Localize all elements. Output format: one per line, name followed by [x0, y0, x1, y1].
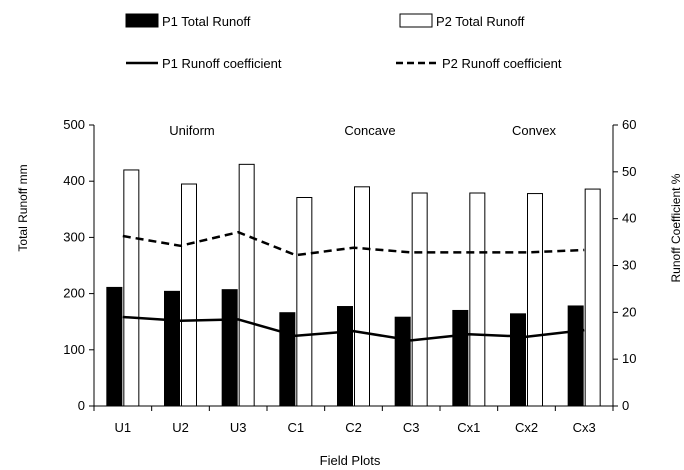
- bar-p2-total-runoff-u2: [181, 183, 197, 407]
- legend-swatch-p2-total-runoff: [399, 13, 433, 28]
- legend-label-p1-runoff-coefficient: P1 Runoff coefficient: [162, 56, 282, 71]
- bar-p2-total-runoff-c2: [354, 186, 370, 407]
- bar-p1-total-runoff-u3: [221, 289, 238, 407]
- y-right-tick-label-50: 50: [622, 164, 636, 179]
- legend: P1 Total Runoff P2 Total Runoff P1 Runof…: [125, 13, 562, 71]
- x-axis-title: Field Plots: [320, 453, 381, 468]
- bar-p1-total-runoff-c3: [394, 316, 411, 407]
- y-left-tick-label-100: 100: [63, 342, 85, 357]
- y-right-tick-label-0: 0: [622, 398, 629, 413]
- legend-label-p2-runoff-coefficient: P2 Runoff coefficient: [442, 56, 562, 71]
- legend-label-p1-total-runoff: P1 Total Runoff: [162, 14, 251, 29]
- bar-p2-total-runoff-c1: [296, 196, 313, 407]
- x-tick-label-c2: C2: [345, 420, 362, 435]
- line-p1-runoff-coefficient: [122, 315, 585, 342]
- x-tick-label-u3: U3: [230, 420, 247, 435]
- x-tick-label-c1: C1: [288, 420, 305, 435]
- y-left-tick-label-400: 400: [63, 173, 85, 188]
- y-right-tick-label-40: 40: [622, 211, 636, 226]
- group-label-convex: Convex: [512, 123, 557, 138]
- bar-p1-total-runoff-u1: [106, 286, 123, 407]
- y-right-tick-label-30: 30: [622, 258, 636, 273]
- x-tick-label-cx3: Cx3: [573, 420, 596, 435]
- y-right-tick-label-10: 10: [622, 351, 636, 366]
- x-tick-label-cx1: Cx1: [457, 420, 480, 435]
- line-p2-runoff-coefficient: [122, 230, 585, 257]
- bar-p1-total-runoff-cx2: [510, 313, 526, 407]
- bar-p2-total-runoff-c3: [411, 192, 428, 407]
- bar-p2-total-runoff-cx3: [584, 188, 601, 407]
- x-tick-label-cx2: Cx2: [515, 420, 538, 435]
- y-left-tick-label-0: 0: [78, 398, 85, 413]
- bar-p1-total-runoff-c1: [279, 312, 296, 407]
- bar-p2-total-runoff-u3: [238, 163, 255, 407]
- group-label-concave: Concave: [344, 123, 395, 138]
- group-label-uniform: Uniform: [169, 123, 215, 138]
- bar-p1-total-runoff-c2: [337, 306, 353, 407]
- legend-label-p2-total-runoff: P2 Total Runoff: [436, 14, 525, 29]
- legend-swatch-p1-total-runoff: [125, 13, 159, 28]
- y-right-tick-label-20: 20: [622, 304, 636, 319]
- bar-p2-total-runoff-cx1: [469, 192, 486, 407]
- y-axis-right-title: Runoff Coefficient %: [669, 173, 683, 282]
- y-left-tick-label-200: 200: [63, 286, 85, 301]
- y-left-tick-label-300: 300: [63, 229, 85, 244]
- line-layer: [122, 230, 585, 342]
- bar-layer: [106, 163, 601, 407]
- x-tick-label-u2: U2: [172, 420, 189, 435]
- bar-p1-total-runoff-u2: [164, 290, 180, 407]
- y-right-tick-label-60: 60: [622, 117, 636, 132]
- y-axis-left-title: Total Runoff mm: [16, 164, 30, 251]
- bar-p2-total-runoff-u1: [123, 169, 140, 407]
- x-tick-label-u1: U1: [115, 420, 132, 435]
- y-left-tick-label-500: 500: [63, 117, 85, 132]
- axes-layer: 0 100 200 300 400 500 0 10 20 30 40 50 60 U1 U2 U3 C1 C2 C…: [63, 117, 636, 435]
- bar-p1-total-runoff-cx1: [452, 309, 469, 407]
- x-tick-label-c3: C3: [403, 420, 420, 435]
- bar-p2-total-runoff-cx2: [527, 193, 543, 407]
- bar-p1-total-runoff-cx3: [567, 305, 584, 407]
